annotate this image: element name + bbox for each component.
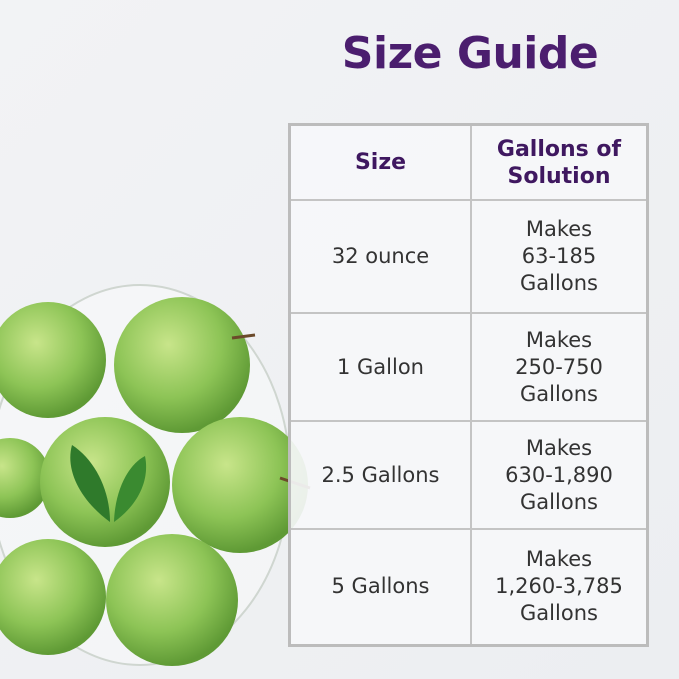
size-cell: 32 ounce [288, 199, 472, 314]
apple [0, 302, 106, 418]
table-row: 32 ounce Makes 63-185 Gallons [288, 199, 649, 314]
apple [0, 539, 106, 655]
leaf-icon [114, 456, 147, 522]
size-cell: 1 Gallon [288, 312, 472, 422]
gallons-cell: Makes 250-750 Gallons [470, 312, 649, 422]
unit-label: Gallons [520, 271, 598, 295]
table-row: 2.5 Gallons Makes 630-1,890 Gallons [288, 420, 649, 530]
gallons-cell: Makes 1,260-3,785 Gallons [470, 528, 649, 646]
header-gallons: Gallons of Solution [470, 123, 649, 201]
makes-label: Makes [525, 435, 593, 460]
makes-label: Makes [525, 217, 593, 241]
table-row: 1 Gallon Makes 250-750 Gallons [288, 312, 649, 422]
table-row: 5 Gallons Makes 1,260-3,785 Gallons [288, 528, 649, 646]
size-guide-table: Size Gallons of Solution 32 ounce Makes 6… [288, 123, 649, 647]
table-header-row: Size Gallons of Solution [288, 123, 649, 201]
apple [172, 417, 308, 553]
apple [114, 297, 250, 433]
header-size: Size [288, 123, 472, 201]
makes-label: Makes [525, 547, 593, 572]
unit-label: Gallons [520, 381, 598, 406]
apple-bowl-image [0, 284, 311, 666]
page-title: Size Guide [341, 28, 599, 79]
unit-label: Gallons [520, 601, 598, 626]
gallons-cell: Makes 63-185 Gallons [470, 199, 649, 314]
size-cell: 5 Gallons [288, 528, 472, 646]
size-cell: 2.5 Gallons [288, 420, 472, 530]
apple [106, 534, 238, 666]
leaf-icon [70, 445, 110, 522]
range-value: 1,260-3,785 [495, 574, 623, 599]
range-value: 63-185 [521, 244, 597, 268]
apple [40, 417, 170, 547]
range-value: 630-1,890 [505, 462, 613, 487]
gallons-cell: Makes 630-1,890 Gallons [470, 420, 649, 530]
unit-label: Gallons [520, 489, 598, 514]
makes-label: Makes [525, 327, 593, 352]
apple [0, 438, 50, 518]
range-value: 250-750 [515, 354, 603, 379]
